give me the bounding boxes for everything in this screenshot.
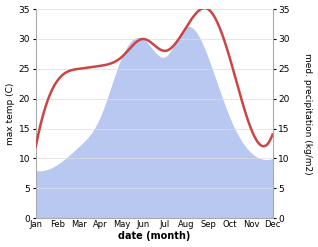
X-axis label: date (month): date (month) xyxy=(118,231,190,242)
Y-axis label: max temp (C): max temp (C) xyxy=(5,82,15,145)
Y-axis label: med. precipitation (kg/m2): med. precipitation (kg/m2) xyxy=(303,53,313,174)
